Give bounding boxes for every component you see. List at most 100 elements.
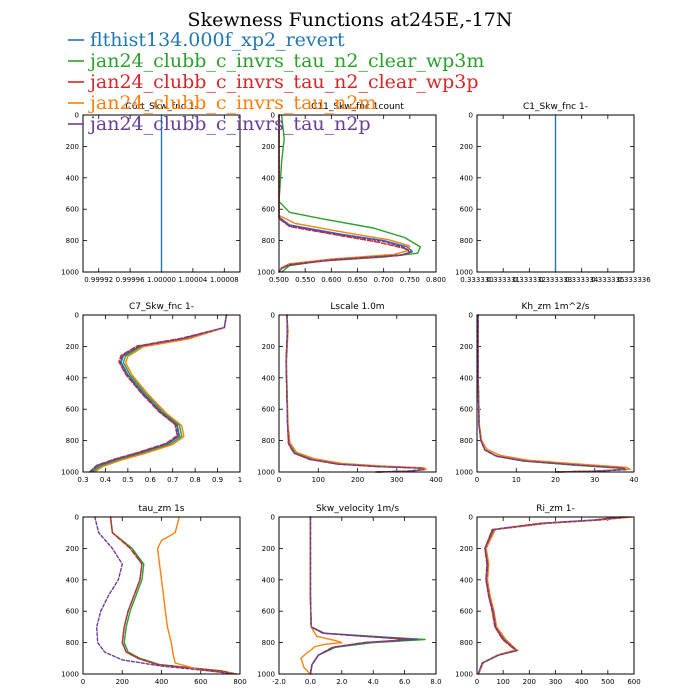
y-tick-label: 600 <box>262 206 275 214</box>
series-line <box>477 314 623 473</box>
legend-label: jan24_clubb_c_invrs_tau_n2m <box>88 92 376 114</box>
y-tick-label: 400 <box>460 576 473 584</box>
series-line <box>88 314 228 473</box>
panel-title: C11_Skw_fnc 1count <box>311 102 404 112</box>
y-tick-label: 200 <box>262 545 275 553</box>
y-tick-label: 1000 <box>61 269 79 277</box>
series-line <box>285 314 426 473</box>
legend: flthist134.000f_xp2_revert jan24_clubb_c_… <box>68 29 484 135</box>
x-tick-label: 800 <box>233 678 246 686</box>
panel-frame <box>476 516 635 675</box>
panel-frame <box>82 114 241 273</box>
y-tick-label: 400 <box>460 174 473 182</box>
x-tick-label: 1 <box>238 476 242 484</box>
panel-frame <box>278 314 437 473</box>
series-line <box>278 114 421 273</box>
x-tick-label: 100 <box>312 476 325 484</box>
panel-frame <box>476 314 635 473</box>
series-line <box>477 314 631 473</box>
series-line <box>285 314 425 473</box>
series-line <box>477 516 622 675</box>
x-tick-label: 0.99992 <box>84 276 113 284</box>
panel-frame <box>278 114 437 273</box>
x-tick-label: 0.6 <box>145 476 157 484</box>
y-tick-label: 600 <box>66 406 79 414</box>
series-line <box>156 516 237 675</box>
series-line <box>477 516 633 675</box>
x-tick-label: 0.333334 <box>565 276 599 284</box>
y-tick-label: 1000 <box>257 671 275 679</box>
x-tick-label: 0.3 <box>77 476 88 484</box>
y-tick-label: 0 <box>271 514 275 522</box>
y-tick-label: 800 <box>262 639 275 647</box>
x-tick-label: 300 <box>390 476 403 484</box>
y-tick-label: 200 <box>460 343 473 351</box>
x-tick-label: 0.7 <box>167 476 178 484</box>
y-tick-label: 600 <box>460 608 473 616</box>
x-tick-label: 2.0 <box>336 678 347 686</box>
series-line <box>477 516 627 675</box>
y-tick-label: 0 <box>75 112 79 120</box>
y-tick-label: 1000 <box>257 469 275 477</box>
x-tick-label: 400 <box>575 678 588 686</box>
figure-title: Skewness Functions at245E,-17N <box>188 9 513 31</box>
x-tick-label: -2.0 <box>272 678 286 686</box>
y-tick-label: 200 <box>262 143 275 151</box>
panel-frame <box>278 516 437 675</box>
series-line <box>477 314 627 473</box>
x-tick-label: 0 <box>277 476 281 484</box>
y-tick-label: 1000 <box>455 469 473 477</box>
x-tick-label: 1.00008 <box>210 276 239 284</box>
y-tick-label: 400 <box>66 374 79 382</box>
x-tick-label: 0.333331 <box>486 276 519 284</box>
y-tick-label: 0 <box>75 312 79 320</box>
series-line <box>285 314 423 473</box>
x-tick-label: 0.99996 <box>116 276 145 284</box>
series-line <box>93 314 228 473</box>
y-tick-label: 600 <box>460 206 473 214</box>
y-tick-label: 0 <box>75 514 79 522</box>
x-tick-label: 0.650 <box>347 276 367 284</box>
series-line <box>109 516 237 675</box>
x-tick-label: 0.333335 <box>591 276 624 284</box>
x-tick-label: 0.333332 <box>513 276 546 284</box>
x-tick-label: 0.333333 <box>539 276 572 284</box>
x-tick-label: 0 <box>81 678 85 686</box>
y-tick-label: 600 <box>460 406 473 414</box>
y-tick-label: 800 <box>66 237 79 245</box>
legend-label: flthist134.000f_xp2_revert <box>90 29 345 51</box>
x-tick-label: 0.800 <box>426 276 446 284</box>
panel-8: Skw_velocity 1m/s 0 200 400 600 800 1000-2.0 0.… <box>257 504 441 686</box>
y-tick-label: 200 <box>66 545 79 553</box>
x-tick-label: 4.0 <box>368 678 379 686</box>
y-tick-label: 800 <box>262 237 275 245</box>
x-tick-label: 0.4 <box>100 476 112 484</box>
series-line <box>285 314 425 473</box>
series-line <box>109 516 237 675</box>
x-tick-label: 0.333330 <box>460 276 493 284</box>
x-tick-label: 500 <box>601 678 614 686</box>
series-line <box>109 516 237 675</box>
y-tick-label: 400 <box>262 576 275 584</box>
y-tick-label: 0 <box>469 514 473 522</box>
panel-title: C7_Skw_fnc 1- <box>129 302 194 312</box>
x-tick-label: 0 <box>475 678 479 686</box>
y-tick-label: 600 <box>66 608 79 616</box>
legend-entry: flthist134.000f_xp2_revert <box>68 29 345 51</box>
x-tick-label: 0.750 <box>400 276 420 284</box>
y-tick-label: 800 <box>460 437 473 445</box>
y-tick-label: 0 <box>271 312 275 320</box>
series-line <box>477 516 630 675</box>
y-tick-label: 1000 <box>257 269 275 277</box>
x-tick-label: 600 <box>194 678 207 686</box>
series-line <box>278 114 411 273</box>
series-line <box>477 314 627 473</box>
panel-frame <box>476 114 635 273</box>
x-tick-label: 200 <box>116 678 129 686</box>
x-tick-label: 1.00004 <box>178 276 207 284</box>
